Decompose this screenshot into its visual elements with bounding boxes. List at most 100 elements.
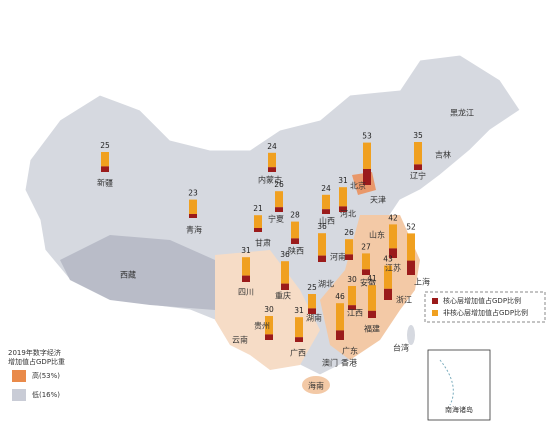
region-label: 台湾 [393,343,409,353]
bar-noncore [242,257,250,276]
bar-core [407,260,415,275]
region-label: 江苏 [385,263,401,273]
region-label: 北京 [350,181,366,191]
bar-value: 41 [367,274,377,283]
bar-value: 30 [264,305,274,314]
bar-core [348,305,356,310]
legend-title: 增加值占GDP比重 [8,357,65,366]
bar-noncore [348,286,356,306]
legend-title: 2019年数字经济 [8,348,61,357]
bar-core [254,228,262,232]
bar-core [318,255,326,262]
region-label: 广西 [290,348,306,358]
region-label: 黑龙江 [450,108,474,118]
bar-core [281,283,289,290]
bar-value: 31 [338,176,348,185]
legend-swatch [432,310,438,316]
bar-value: 25 [100,141,110,150]
bar-core [336,330,344,340]
legend-high: 高(53%) [32,371,60,380]
bar-core [268,167,276,172]
bar-noncore [101,152,109,167]
region-label: 江西 [347,309,363,318]
region-label: 湖南 [306,313,322,323]
region-shade-sw [215,250,320,370]
bar-core [322,209,330,214]
bar-noncore [189,199,197,214]
bar-value: 31 [241,246,251,255]
bar-value: 46 [335,292,345,301]
bar-value: 26 [344,228,354,237]
bar-core [101,166,109,172]
bar-core [345,254,353,260]
bar-noncore [339,187,347,207]
bar-value: 42 [388,213,398,222]
region-label: 吉林 [435,150,451,160]
region-label: 新疆 [97,178,113,188]
bar-noncore [345,239,353,255]
bar-core [242,275,250,282]
color-legend-low [12,389,26,401]
bar-noncore [414,142,422,165]
bar-value: 52 [406,222,416,231]
bar-noncore [368,285,376,311]
bar-noncore [336,303,344,331]
region-label: 福建 [364,324,380,334]
bar-value: 21 [253,204,263,213]
bar-value: 24 [321,184,331,193]
bar-value: 53 [362,132,372,141]
bar-core [389,248,397,258]
bar-value: 30 [347,275,357,284]
region-label: 河北 [340,209,356,219]
bar-core [295,337,303,342]
region-label: 天津 [370,195,386,205]
bar-noncore [389,224,397,249]
legend-swatch [432,298,438,304]
bar-core [414,164,422,170]
region-label: 广东 [342,346,358,356]
region-label: 甘肃 [255,238,271,248]
region-label: 西藏 [120,270,136,280]
inset-label: 南海诸岛 [445,405,473,414]
bar-core [362,269,370,275]
bar-core [265,334,273,340]
bar-value: 31 [294,306,304,315]
legend-entry: 非核心层增加值占GDP比例 [443,308,528,317]
bar-value: 25 [307,283,317,292]
bar-core [384,288,392,300]
taiwan-shape [407,325,415,345]
region-label: 贵州 [254,321,270,331]
region-label: 宁夏 [268,214,284,224]
bar-noncore [318,233,326,256]
region-label: 河南 [330,252,346,262]
bar-noncore [295,317,303,338]
bar-noncore [265,316,273,335]
region-label: 澳门 [322,358,338,368]
region-label: 青海 [186,225,202,235]
inset-box [427,349,491,421]
bar-value: 23 [188,189,198,198]
bar-noncore [407,233,415,261]
region-label: 辽宁 [410,171,426,181]
bar-core [339,206,347,212]
bar-noncore [268,152,276,168]
region-label: 海南 [308,381,324,391]
region-label: 香港 [341,358,357,368]
bar-value: 43 [383,255,393,264]
region-label: 云南 [232,335,248,345]
bar-core [189,214,197,218]
bar-core [291,238,299,244]
hainan-shape [302,376,330,394]
bar-noncore [281,261,289,284]
bar-value: 28 [290,211,300,220]
region-label: 山西 [319,216,335,226]
bar-value: 36 [317,222,327,231]
bar-noncore [362,253,370,270]
bar-noncore [363,142,371,169]
inset-islands [439,359,454,406]
region-label: 安徽 [360,278,376,288]
bar-noncore [254,215,262,228]
legend-low: 低(16%) [32,390,60,399]
bar-noncore [308,294,316,309]
